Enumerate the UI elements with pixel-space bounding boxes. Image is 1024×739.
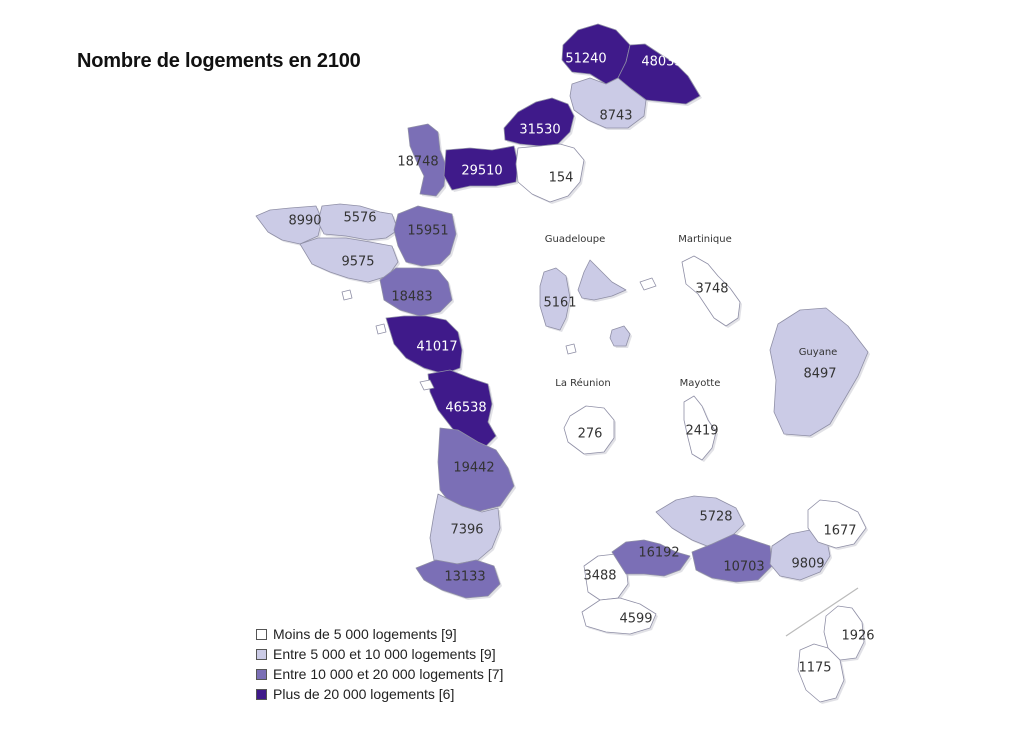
legend-item-class1: Moins de 5 000 logements [9] bbox=[256, 624, 503, 644]
region-alpes-maritimes bbox=[807, 499, 867, 549]
value-label-gironde: 19442 bbox=[453, 461, 494, 476]
region-gironde bbox=[437, 427, 515, 513]
legend-swatch-class1 bbox=[256, 628, 267, 640]
territory-label-guadeloupe: Guadeloupe bbox=[545, 234, 605, 245]
region-eure bbox=[515, 143, 585, 203]
value-label-gard: 5728 bbox=[699, 510, 732, 525]
legend-item-class2: Entre 5 000 et 10 000 logements [9] bbox=[256, 644, 503, 664]
region-herault bbox=[611, 539, 691, 577]
legend-label-class3: Entre 10 000 et 20 000 logements [7] bbox=[273, 666, 504, 682]
islet-shape bbox=[375, 323, 387, 335]
region-corse-du-sud bbox=[797, 643, 845, 703]
inset-separator-line bbox=[785, 587, 859, 637]
region-pyrenees-atlantiques bbox=[415, 559, 501, 599]
region-aude bbox=[581, 597, 657, 635]
value-label-seine-maritime: 31530 bbox=[519, 123, 560, 138]
value-label-mayotte: 2419 bbox=[685, 424, 718, 439]
region-somme bbox=[569, 77, 647, 129]
region-morbihan bbox=[299, 237, 399, 283]
value-label-reunion: 276 bbox=[578, 427, 603, 442]
value-label-guadeloupe: 5161 bbox=[543, 296, 576, 311]
region-ille-vilaine bbox=[393, 205, 457, 267]
region-charente-maritime bbox=[427, 369, 497, 449]
region-var bbox=[769, 529, 831, 581]
region-loire-atlantique bbox=[379, 267, 453, 317]
value-label-cotes-armor: 5576 bbox=[343, 211, 376, 226]
legend-label-class4: Plus de 20 000 logements [6] bbox=[273, 686, 455, 702]
value-label-alpes-maritimes: 1677 bbox=[823, 524, 856, 539]
region-manche bbox=[407, 123, 447, 197]
territory-label-reunion: La Réunion bbox=[555, 377, 610, 389]
value-label-nord: 51240 bbox=[565, 52, 606, 67]
region-guadeloupe bbox=[539, 259, 631, 347]
territory-label-mayotte: Mayotte bbox=[680, 378, 721, 389]
value-label-vendee: 41017 bbox=[416, 340, 457, 355]
region-pyrenees-orientales bbox=[583, 553, 629, 601]
map-title: Nombre de logements en 2100 bbox=[77, 50, 361, 72]
region-vendee bbox=[385, 315, 463, 375]
islet-shape bbox=[565, 343, 577, 355]
value-label-guyane: 8497 bbox=[803, 367, 836, 382]
value-label-charente-maritime: 46538 bbox=[445, 401, 486, 416]
value-label-pas-de-calais: 48033 bbox=[641, 55, 682, 70]
legend: Moins de 5 000 logements [9] Entre 5 000… bbox=[256, 624, 503, 704]
region-martinique bbox=[681, 255, 741, 327]
value-label-somme: 8743 bbox=[599, 109, 632, 124]
region-calvados bbox=[443, 145, 519, 191]
territory-label-guyane: Guyane bbox=[799, 347, 838, 358]
value-label-eure: 154 bbox=[549, 171, 574, 186]
islet-shape bbox=[341, 289, 353, 301]
region-haute-corse bbox=[823, 605, 865, 661]
value-label-var: 9809 bbox=[791, 557, 824, 572]
legend-swatch-class2 bbox=[256, 648, 267, 660]
islet-shape bbox=[639, 277, 657, 291]
legend-swatch-class3 bbox=[256, 668, 267, 680]
value-label-manche: 18748 bbox=[397, 155, 438, 170]
legend-label-class2: Entre 5 000 et 10 000 logements [9] bbox=[273, 646, 496, 662]
value-label-haute-corse: 1926 bbox=[841, 629, 874, 644]
region-guyane bbox=[769, 307, 869, 437]
legend-swatch-class4 bbox=[256, 688, 267, 700]
territory-label-martinique: Martinique bbox=[678, 234, 732, 245]
value-label-landes: 7396 bbox=[450, 523, 483, 538]
value-label-ille-vilaine: 15951 bbox=[407, 224, 448, 239]
value-label-martinique: 3748 bbox=[695, 282, 728, 297]
region-finistere bbox=[255, 205, 323, 245]
region-gard bbox=[655, 495, 745, 549]
legend-item-class3: Entre 10 000 et 20 000 logements [7] bbox=[256, 664, 503, 684]
legend-label-class1: Moins de 5 000 logements [9] bbox=[273, 626, 457, 642]
region-landes bbox=[429, 493, 501, 565]
value-label-loire-atlantique: 18483 bbox=[391, 290, 432, 305]
value-label-finistere: 8990 bbox=[288, 214, 321, 229]
value-label-pyrenees-orientales: 3488 bbox=[583, 569, 616, 584]
value-label-morbihan: 9575 bbox=[341, 255, 374, 270]
region-mayotte bbox=[683, 395, 717, 461]
value-label-corse-du-sud: 1175 bbox=[798, 661, 831, 676]
value-label-pyrenees-atlantiques: 13133 bbox=[444, 570, 485, 585]
region-cotes-armor bbox=[317, 203, 399, 241]
value-label-herault: 16192 bbox=[638, 546, 679, 561]
value-label-calvados: 29510 bbox=[461, 164, 502, 179]
region-seine-maritime bbox=[503, 97, 575, 147]
region-reunion bbox=[563, 405, 615, 455]
islet-shape bbox=[419, 379, 435, 391]
value-label-bouches-du-rhone: 10703 bbox=[723, 560, 764, 575]
value-label-aude: 4599 bbox=[619, 612, 652, 627]
legend-item-class4: Plus de 20 000 logements [6] bbox=[256, 684, 503, 704]
